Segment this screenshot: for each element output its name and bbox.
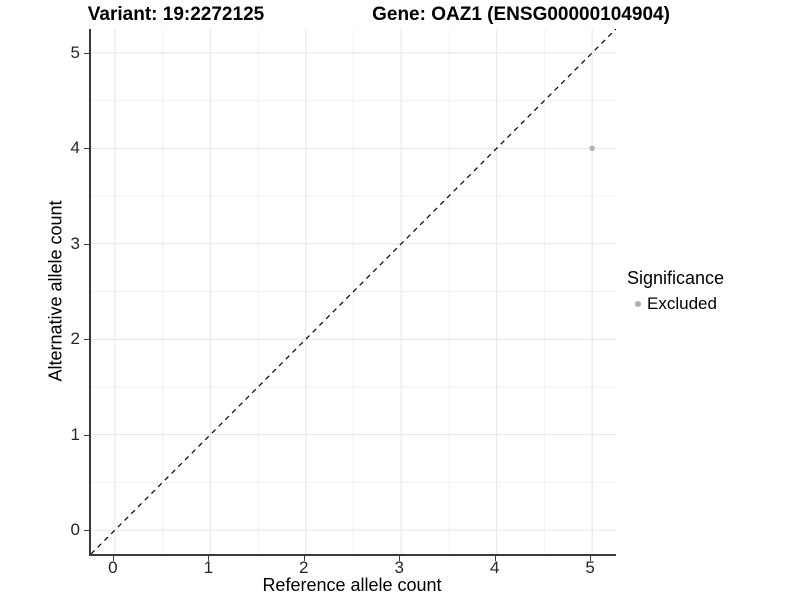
x-tick-mark (303, 556, 305, 561)
x-tick-label: 1 (203, 558, 214, 577)
identity-dashed-line (91, 29, 616, 554)
x-tick-mark (112, 556, 114, 561)
y-tick-mark (84, 52, 89, 54)
y-tick-mark (84, 148, 89, 150)
x-tick-mark (399, 556, 401, 561)
x-tick-mark (590, 556, 592, 561)
x-tick-mark (208, 556, 210, 561)
x-tick-label: 4 (489, 558, 500, 577)
x-tick-label: 0 (108, 558, 118, 577)
y-tick-mark (84, 434, 89, 436)
y-tick-mark (84, 339, 89, 341)
y-tick-mark (84, 530, 89, 532)
data-point-excluded (589, 145, 595, 152)
y-tick-label: 2 (70, 329, 80, 349)
legend-item-label: Excluded (647, 294, 717, 313)
legend: Significance Excluded (627, 268, 724, 314)
excluded-point-icon (635, 301, 641, 307)
legend-item-excluded: Excluded (627, 294, 724, 314)
y-axis-title: Alternative allele count (45, 200, 66, 382)
y-tick-label: 5 (70, 42, 80, 62)
y-tick-label: 0 (70, 520, 80, 540)
x-tick-label: 2 (299, 558, 309, 577)
legend-title: Significance (627, 268, 725, 288)
plot-panel (89, 29, 616, 556)
x-tick-label: 5 (585, 558, 595, 577)
scatter-plot-canvas (91, 29, 616, 554)
y-tick-label: 4 (70, 138, 80, 158)
x-tick-mark (494, 556, 496, 561)
variant-title: Variant: 19:2272125 (87, 4, 265, 25)
gene-title: Gene: OAZ1 (ENSG00000104904) (372, 4, 670, 25)
y-tick-label: 1 (70, 424, 80, 444)
x-axis-title: Reference allele count (262, 575, 442, 595)
y-tick-label: 3 (70, 233, 80, 253)
y-tick-mark (84, 243, 89, 245)
x-tick-label: 3 (394, 558, 404, 577)
